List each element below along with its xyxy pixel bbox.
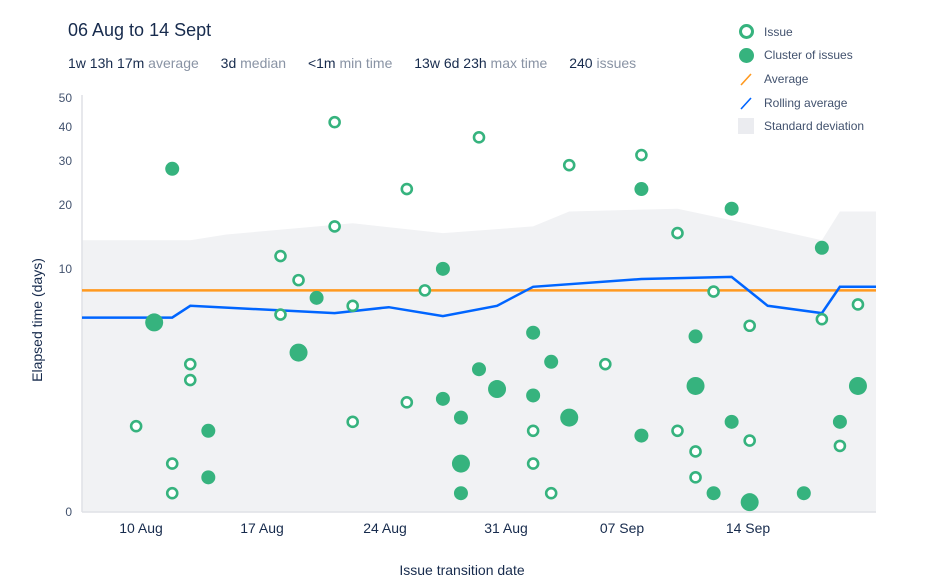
cluster-point[interactable] xyxy=(435,261,450,276)
chart-legend: Issue Cluster of issues Average Rolling … xyxy=(738,20,864,138)
issue-point[interactable] xyxy=(815,312,829,326)
issue-point[interactable] xyxy=(183,373,197,387)
issue-point[interactable] xyxy=(274,308,287,321)
cluster-point[interactable] xyxy=(796,486,811,501)
cluster-point[interactable] xyxy=(848,376,867,395)
cluster-point[interactable] xyxy=(488,380,507,399)
issue-point[interactable] xyxy=(689,445,702,458)
issue-point[interactable] xyxy=(129,419,143,433)
y-tick-label: 50 xyxy=(58,91,72,105)
issue-point[interactable] xyxy=(526,424,540,438)
filled-circle-icon xyxy=(738,47,754,63)
blue-line-icon xyxy=(738,95,754,111)
issue-point[interactable] xyxy=(707,285,720,298)
cluster-point[interactable] xyxy=(435,391,450,406)
cluster-point[interactable] xyxy=(560,408,579,427)
cluster-point[interactable] xyxy=(201,423,216,438)
cluster-point[interactable] xyxy=(201,470,216,485)
issue-point[interactable] xyxy=(292,273,305,287)
issue-point[interactable] xyxy=(328,220,341,233)
date-range-title: 06 Aug to 14 Sept xyxy=(68,20,212,40)
cluster-point[interactable] xyxy=(688,329,703,344)
y-tick-label: 0 xyxy=(65,505,72,519)
issue-point[interactable] xyxy=(635,148,648,162)
issue-point[interactable] xyxy=(544,486,558,500)
cluster-point[interactable] xyxy=(451,454,470,473)
summary-stats: 1w 13h 17m average 3d median <1m min tim… xyxy=(68,55,654,71)
issue-point[interactable] xyxy=(472,131,486,144)
cluster-point[interactable] xyxy=(634,428,649,443)
x-tick-label: 17 Aug xyxy=(240,520,284,536)
orange-line-icon xyxy=(738,71,754,87)
cluster-point[interactable] xyxy=(145,313,164,332)
issue-point[interactable] xyxy=(328,115,341,129)
issue-point[interactable] xyxy=(562,158,576,172)
cluster-point[interactable] xyxy=(453,410,468,425)
cluster-point[interactable] xyxy=(814,240,829,255)
issue-point[interactable] xyxy=(346,415,359,429)
y-tick-label: 10 xyxy=(58,262,72,276)
issue-point[interactable] xyxy=(165,457,179,470)
cluster-point[interactable] xyxy=(309,290,324,305)
x-axis-label: Issue transition date xyxy=(399,562,525,578)
issue-point[interactable] xyxy=(671,424,684,438)
stat-median: 3d median xyxy=(220,55,287,71)
legend-item-cluster[interactable]: Cluster of issues xyxy=(738,44,864,68)
issue-point[interactable] xyxy=(165,486,179,500)
cluster-point[interactable] xyxy=(289,343,308,362)
cluster-point[interactable] xyxy=(724,201,739,216)
issue-point[interactable] xyxy=(346,299,359,313)
issue-point[interactable] xyxy=(400,396,414,409)
y-tick-label: 30 xyxy=(58,154,72,168)
cluster-point[interactable] xyxy=(544,354,559,369)
cluster-point[interactable] xyxy=(165,161,180,176)
y-tick-label: 40 xyxy=(58,120,72,134)
x-tick-label: 31 Aug xyxy=(484,520,528,536)
issue-point[interactable] xyxy=(400,182,414,196)
stat-issue-count: 240 issues xyxy=(569,55,637,71)
legend-item-issue[interactable]: Issue xyxy=(738,20,864,44)
issue-point[interactable] xyxy=(743,319,756,333)
issue-point[interactable] xyxy=(689,471,702,484)
gray-square-icon xyxy=(738,118,754,135)
cluster-point[interactable] xyxy=(472,362,486,377)
cluster-point[interactable] xyxy=(724,414,739,429)
y-tick-label: 20 xyxy=(58,198,72,212)
issue-point[interactable] xyxy=(833,439,847,453)
cluster-point[interactable] xyxy=(740,493,759,512)
issue-point[interactable] xyxy=(743,434,756,447)
issue-point[interactable] xyxy=(851,298,865,311)
issue-point[interactable] xyxy=(183,357,197,371)
x-tick-label: 10 Aug xyxy=(119,520,163,536)
issue-point[interactable] xyxy=(418,284,432,297)
rolling-average-path xyxy=(82,275,876,319)
cluster-point[interactable] xyxy=(634,182,649,197)
legend-item-average[interactable]: Average xyxy=(738,67,864,91)
hollow-circle-icon xyxy=(738,24,754,40)
standard-deviation-band xyxy=(82,208,876,512)
x-tick-label: 14 Sep xyxy=(725,520,771,536)
data-points xyxy=(129,115,867,512)
legend-item-standard-deviation[interactable]: Standard deviation xyxy=(738,114,864,138)
cluster-point[interactable] xyxy=(526,388,541,403)
issue-point[interactable] xyxy=(526,457,540,470)
x-tick-label: 07 Sep xyxy=(599,520,645,536)
stat-min-time: <1m min time xyxy=(307,55,393,71)
cluster-point[interactable] xyxy=(706,486,721,501)
legend-item-rolling-average[interactable]: Rolling average xyxy=(738,91,864,115)
stat-average: 1w 13h 17m average xyxy=(68,55,199,71)
stat-max-time: 13w 6d 23h max time xyxy=(414,55,548,71)
issue-point[interactable] xyxy=(599,357,612,371)
cluster-point[interactable] xyxy=(453,486,468,501)
rolling-average-line xyxy=(82,275,876,319)
cluster-point[interactable] xyxy=(686,376,705,395)
std-dev-area xyxy=(82,208,876,512)
cluster-point[interactable] xyxy=(526,325,541,340)
issue-point[interactable] xyxy=(274,249,287,263)
x-tick-label: 24 Aug xyxy=(363,520,407,536)
issue-point[interactable] xyxy=(671,226,684,240)
cluster-point[interactable] xyxy=(832,414,847,429)
